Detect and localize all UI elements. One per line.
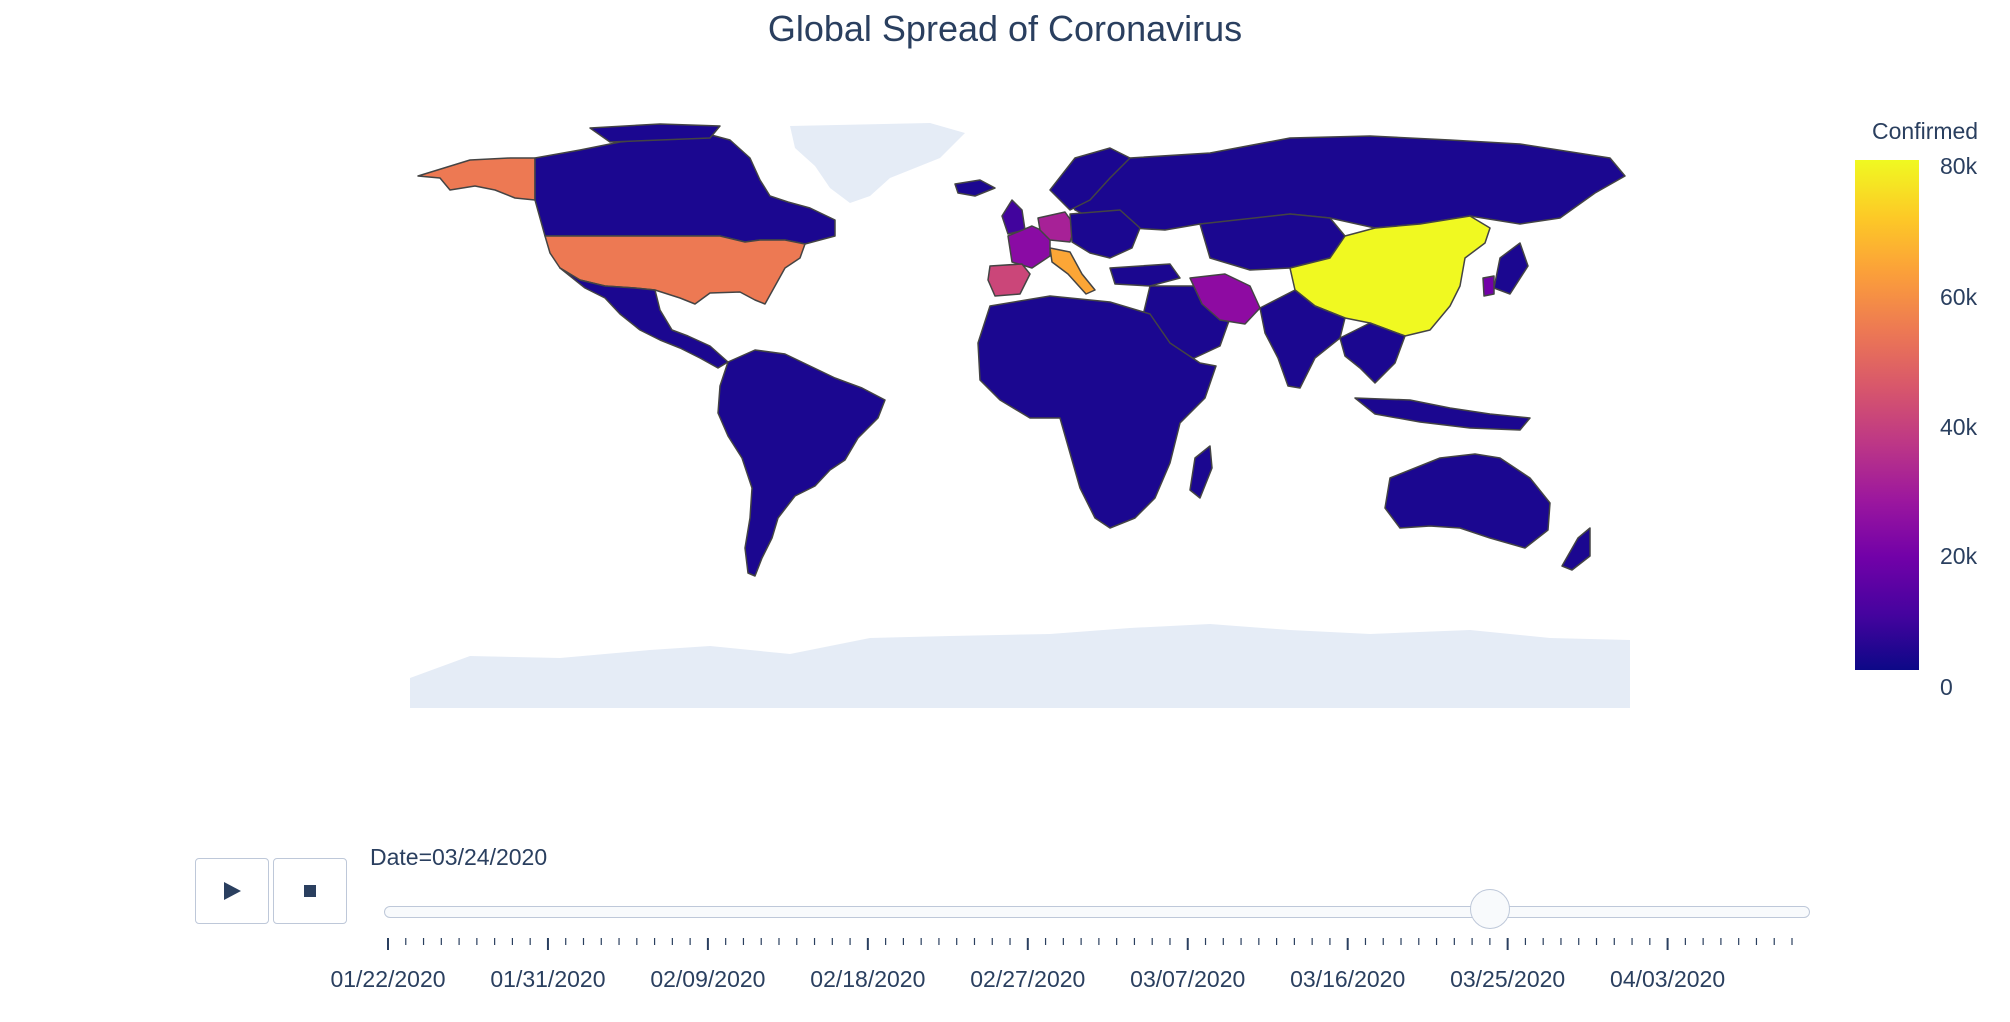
country-south-america	[717, 349, 886, 577]
slider-tick-label: 03/07/2020	[1130, 966, 1246, 992]
slider-ticks	[387, 938, 1793, 950]
country-germany	[1037, 211, 1076, 243]
stop-icon	[304, 885, 316, 897]
country-new-zealand	[1561, 527, 1591, 571]
country-us-alaska	[417, 157, 536, 201]
world-choropleth-map[interactable]	[410, 118, 1630, 708]
country-us	[544, 235, 806, 305]
country-russia	[1059, 135, 1626, 231]
colorbar-gradient	[1855, 160, 1919, 670]
colorbar	[1855, 160, 1919, 670]
slider-tick-label: 04/03/2020	[1610, 966, 1726, 992]
slider-handle[interactable]	[1469, 889, 1510, 929]
country-madagascar	[1189, 445, 1213, 499]
play-icon	[224, 882, 241, 900]
colorbar-tick-label: 80k	[1940, 153, 1978, 179]
country-spain	[987, 263, 1031, 297]
slider-tick-label: 02/09/2020	[650, 966, 766, 992]
country-south-korea	[1482, 275, 1495, 297]
play-button[interactable]	[195, 858, 269, 924]
country-france	[1007, 225, 1051, 269]
country-central-europe	[1069, 209, 1141, 259]
country-japan	[1493, 242, 1529, 295]
slider-current-value: Date=03/24/2020	[370, 844, 548, 870]
country-turkey	[1109, 263, 1181, 287]
colorbar-tick-label: 40k	[1940, 414, 1978, 440]
slider-tick-label: 01/31/2020	[490, 966, 606, 992]
country-greenland	[790, 123, 965, 203]
country-africa	[977, 295, 1217, 529]
country-uk	[1001, 199, 1026, 235]
colorbar-tick-label: 60k	[1940, 284, 1978, 310]
country-iceland	[954, 179, 996, 197]
country-australia	[1384, 453, 1551, 549]
slider-tick-label: 01/22/2020	[330, 966, 446, 992]
stop-button[interactable]	[273, 858, 347, 924]
slider-tick-label: 03/25/2020	[1450, 966, 1566, 992]
country-iran	[1189, 273, 1261, 325]
country-india	[1259, 289, 1346, 389]
slider-tick-label: 03/16/2020	[1290, 966, 1406, 992]
slider-tick-label: 02/18/2020	[810, 966, 926, 992]
chart-title: Global Spread of Coronavirus	[767, 8, 1243, 49]
colorbar-title: Confirmed	[1872, 118, 1979, 144]
country-scandinavia	[1049, 147, 1131, 211]
country-indonesia	[1354, 397, 1531, 431]
slider-tick-label: 02/27/2020	[970, 966, 1086, 992]
country-italy	[1049, 247, 1096, 295]
country-southeast-asia	[1339, 322, 1406, 384]
colorbar-tick-label: 20k	[1940, 543, 1978, 569]
country-antarctica	[410, 624, 1630, 708]
colorbar-tick-label: 0	[1940, 674, 1953, 700]
slider-track[interactable]	[384, 906, 1810, 918]
country-canada	[534, 131, 836, 245]
country-canada-islands	[589, 123, 721, 143]
